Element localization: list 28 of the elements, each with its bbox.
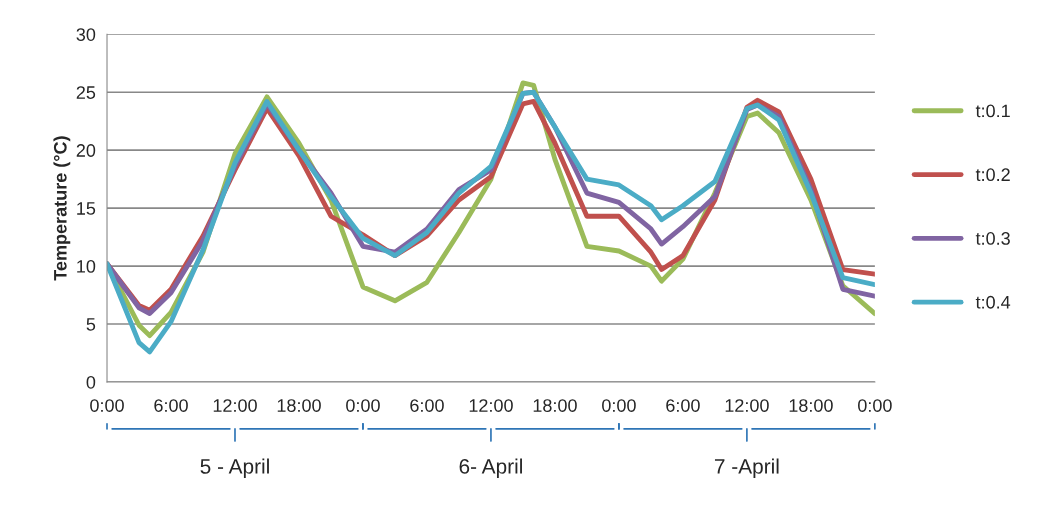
- x-tick-label: 6:00: [666, 399, 700, 412]
- y-tick-label: 10: [77, 260, 96, 273]
- x-tick-label: 18:00: [277, 399, 321, 412]
- x-tick-label: 0:00: [602, 399, 636, 412]
- x-tick-label: 0:00: [858, 399, 892, 412]
- text: 5 - April: [200, 458, 269, 478]
- y-tick-label: 25: [76, 86, 96, 99]
- text: 7 -April: [714, 458, 779, 478]
- x-tick-label: 12:00: [213, 399, 257, 412]
- x-tick-label: 12:00: [469, 399, 513, 412]
- legend-label: t:0.1: [975, 104, 1010, 118]
- x-tick-label: 18:00: [533, 399, 577, 412]
- y-tick-label: 20: [76, 144, 96, 157]
- text: 6- April: [459, 458, 522, 478]
- x-tick-label: 6:00: [410, 399, 444, 412]
- x-tick-label: 6:00: [154, 399, 188, 412]
- y-axis-title: Temperature (°C): [53, 136, 71, 281]
- x-tick-label: 18:00: [789, 399, 833, 412]
- x-tick-label: 0:00: [90, 399, 124, 412]
- legend-label: t:0.2: [975, 168, 1010, 182]
- legend-label: t:0.4: [975, 295, 1011, 309]
- y-tick-label: 0: [86, 375, 96, 389]
- y-tick-label: 30: [76, 28, 96, 41]
- legend-label: t:0.3: [975, 232, 1010, 245]
- x-tick-label: 0:00: [346, 399, 380, 412]
- x-tick-label: 12:00: [725, 399, 769, 412]
- y-tick-label: 15: [77, 202, 96, 215]
- y-tick-label: 5: [86, 318, 96, 331]
